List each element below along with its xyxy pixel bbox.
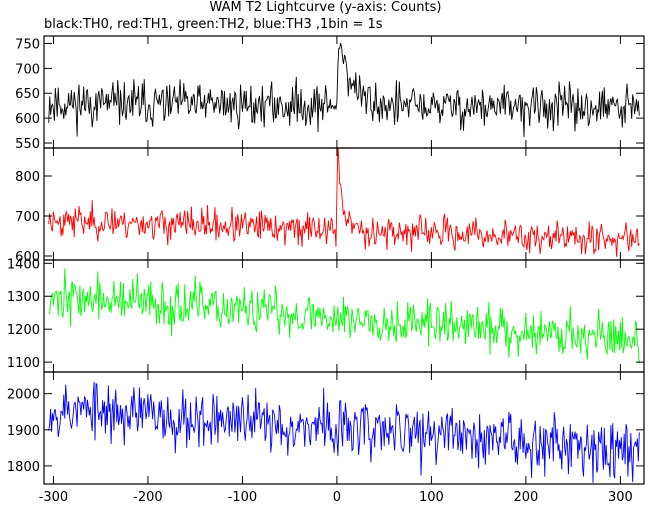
chart-title: WAM T2 Lightcurve (y-axis: Counts) [209,0,442,15]
series-line-th1 [48,148,640,257]
panel-frame-2 [43,147,645,261]
x-tick-label: -100 [228,490,258,505]
y-tick-label: 750 [15,37,40,52]
x-tick-label: -200 [133,490,163,505]
series-line-th0 [48,42,640,138]
panel-frame-4 [43,371,645,485]
y-tick-label: 700 [15,210,40,225]
x-tick-label: -300 [39,490,69,505]
series-line-th2 [48,268,640,364]
y-tick-label: 550 [15,137,40,152]
y-tick-label: 1300 [7,290,40,305]
y-tick-label: 600 [15,250,40,265]
x-tick-label: 300 [608,490,633,505]
y-tick-label: 1900 [7,424,40,439]
x-tick-label: 100 [419,490,444,505]
y-tick-label: 650 [15,87,40,102]
y-tick-label: 2000 [7,388,40,403]
y-tick-label: 1800 [7,460,40,475]
y-tick-label: 1100 [7,356,40,371]
y-tick-label: 1200 [7,323,40,338]
series-line-th3 [48,381,640,483]
panel-frame-1 [43,35,645,149]
x-tick-label: 200 [513,490,538,505]
y-tick-label: 800 [15,170,40,185]
y-tick-label: 700 [15,62,40,77]
x-tick-label: 0 [333,490,341,505]
y-tick-label: 600 [15,112,40,127]
y-tick-label: 1400 [7,257,40,272]
chart-subtitle: black:TH0, red:TH1, green:TH2, blue:TH3 … [44,17,383,32]
